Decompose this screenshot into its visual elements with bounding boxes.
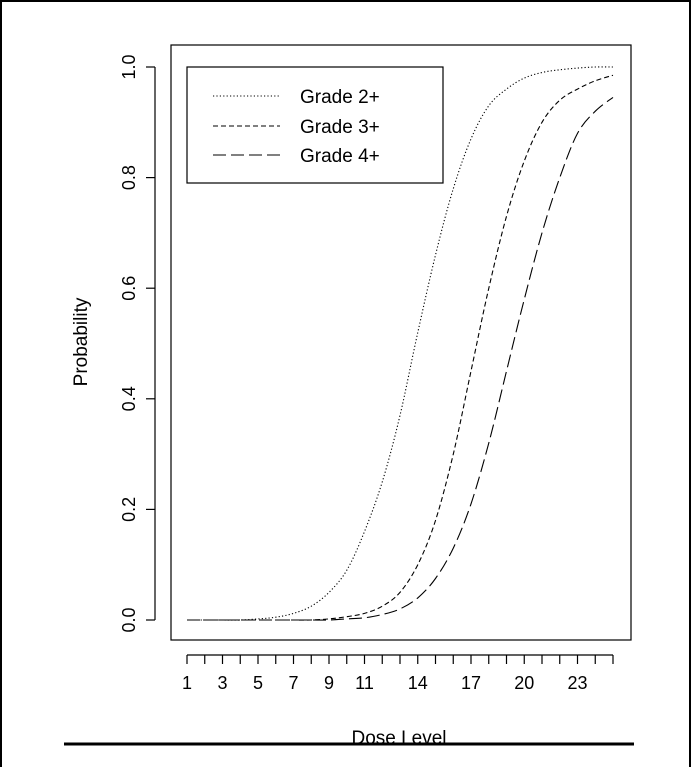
y-tick-label: 0.6 [119, 276, 139, 301]
legend-label-grade-3: Grade 3+ [300, 117, 380, 138]
legend-label-grade-4: Grade 4+ [300, 146, 380, 167]
series-layer [187, 66, 614, 621]
x-tick-label: 5 [253, 673, 263, 693]
x-tick-label: 11 [355, 673, 374, 693]
x-tick-label: 14 [408, 673, 428, 693]
y-tick-label: 0.0 [119, 607, 139, 632]
x-tick-label: 3 [217, 673, 227, 693]
legend-box [186, 66, 444, 184]
x-axis-title: Dose Level [351, 728, 446, 749]
legend-label-grade-2: Grade 2+ [300, 87, 380, 108]
y-tick-label: 0.4 [119, 386, 139, 411]
y-axis-title: Probability [71, 297, 92, 386]
x-tick-label: 7 [288, 673, 298, 693]
legend: Grade 2+ Grade 3+ Grade 4+ [186, 66, 444, 184]
x-tick-label: 17 [461, 673, 481, 693]
x-tick-label: 1 [182, 673, 192, 693]
x-axis: 1 3 5 7 9 11 14 17 20 23 [182, 654, 614, 693]
y-axis: 0.0 0.2 0.4 0.6 0.8 1.0 [119, 54, 156, 633]
y-tick-label: 1.0 [119, 54, 139, 79]
x-tick-label: 23 [567, 673, 587, 693]
plot-area [170, 44, 632, 641]
x-tick-label: 20 [514, 673, 534, 693]
x-tick-label: 9 [324, 673, 334, 693]
series-line-grade-3 [187, 74, 614, 621]
y-tick-label: 0.2 [119, 497, 139, 522]
series-line-grade-4 [187, 96, 614, 621]
y-tick-label: 0.8 [119, 165, 139, 190]
